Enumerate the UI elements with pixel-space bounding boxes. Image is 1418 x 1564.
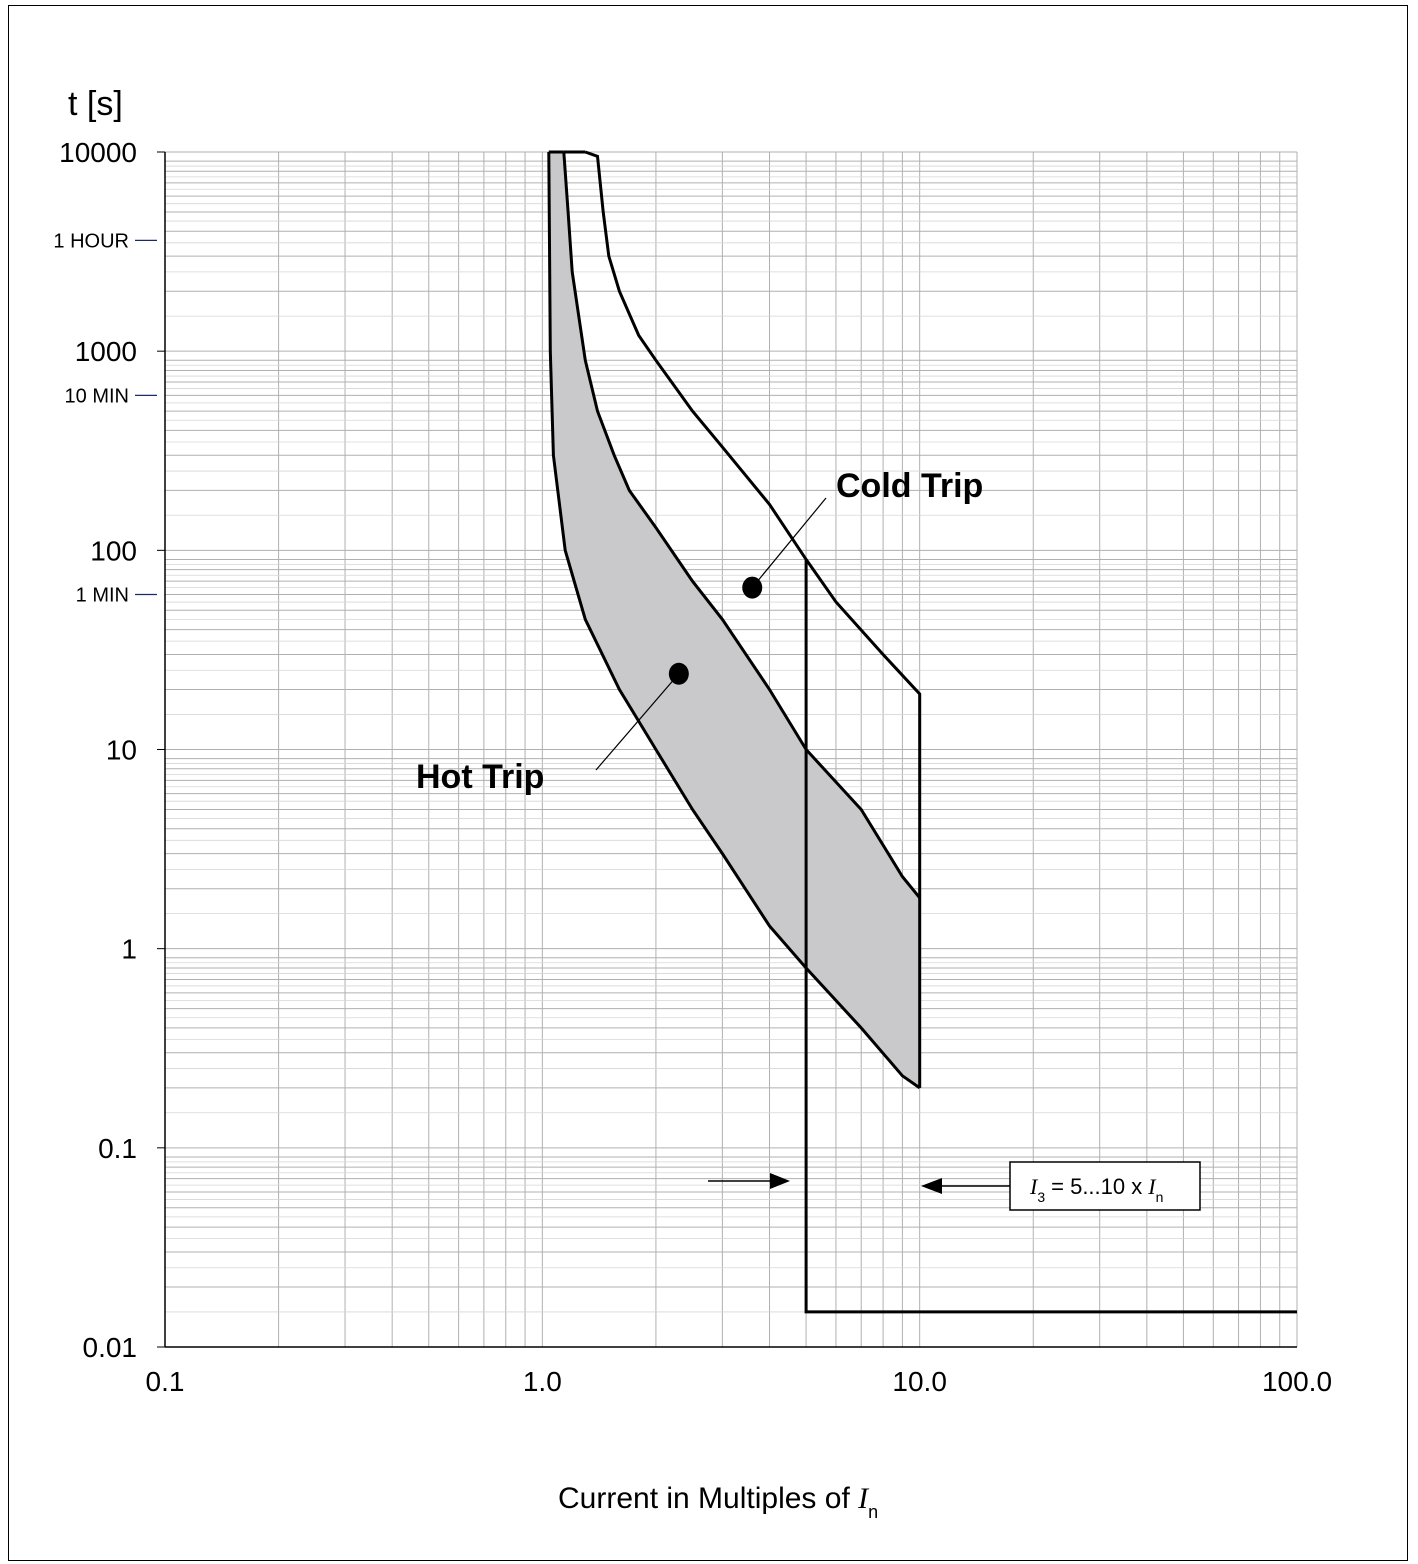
trip-bands — [547, 150, 1297, 1314]
y-tick-label: 10 — [106, 735, 137, 766]
x-axis-label-sub: n — [868, 1502, 878, 1522]
cold-trip-curve — [584, 150, 922, 1088]
hot-trip-lower-curve — [547, 151, 921, 1090]
grid-lines — [164, 151, 1298, 1348]
y-tick-label: 10000 — [59, 137, 137, 168]
hot-trip-band-fill — [548, 152, 920, 1088]
y-tick-label: 100 — [90, 535, 137, 566]
instantaneous-trip-line — [804, 559, 1297, 1314]
time-marker-label: 1 MIN — [76, 585, 129, 607]
x-tick-label: 0.1 — [146, 1366, 185, 1397]
x-tick-label: 10.0 — [892, 1366, 947, 1397]
hot-trip-label: Hot Trip — [416, 758, 544, 796]
band-arrow-left-head — [770, 1173, 790, 1189]
time-marker-label: 10 MIN — [65, 385, 129, 407]
y-tick-label: 1 — [121, 934, 137, 965]
hot-trip-upper-curve — [562, 151, 921, 899]
hot-trip-leader — [595, 673, 680, 771]
time-marker-label: 1 HOUR — [53, 230, 129, 252]
band-arrow-right-head — [921, 1178, 942, 1194]
y-tick-label: 1000 — [75, 336, 137, 367]
band-label-box — [1009, 1161, 1201, 1211]
x-axis-label: Current in Multiples of In — [558, 1482, 878, 1522]
x-tick-label: 100.0 — [1262, 1366, 1332, 1397]
time-markers: 1 HOUR 10 MIN 1 MIN — [53, 230, 157, 607]
cold-trip-leader — [751, 497, 827, 588]
x-axis-label-symbol: I — [857, 1482, 870, 1515]
y-tick-label: 0.1 — [98, 1133, 137, 1164]
chart-frame — [8, 5, 1408, 1561]
y-axis-label: t [s] — [68, 85, 123, 123]
y-tick-label: 0.01 — [83, 1332, 138, 1363]
x-tick-label: 1.0 — [523, 1366, 562, 1397]
annotations: Cold Trip Hot Trip — [416, 467, 1010, 1194]
axis-ticks: 0.01 0.1 1 10 100 1000 10000 0.1 1.0 10.0 100.0 — [59, 137, 1332, 1397]
cold-trip-label: Cold Trip — [836, 467, 983, 505]
band-label: I3 = 5...10 x In — [1029, 1174, 1163, 1205]
